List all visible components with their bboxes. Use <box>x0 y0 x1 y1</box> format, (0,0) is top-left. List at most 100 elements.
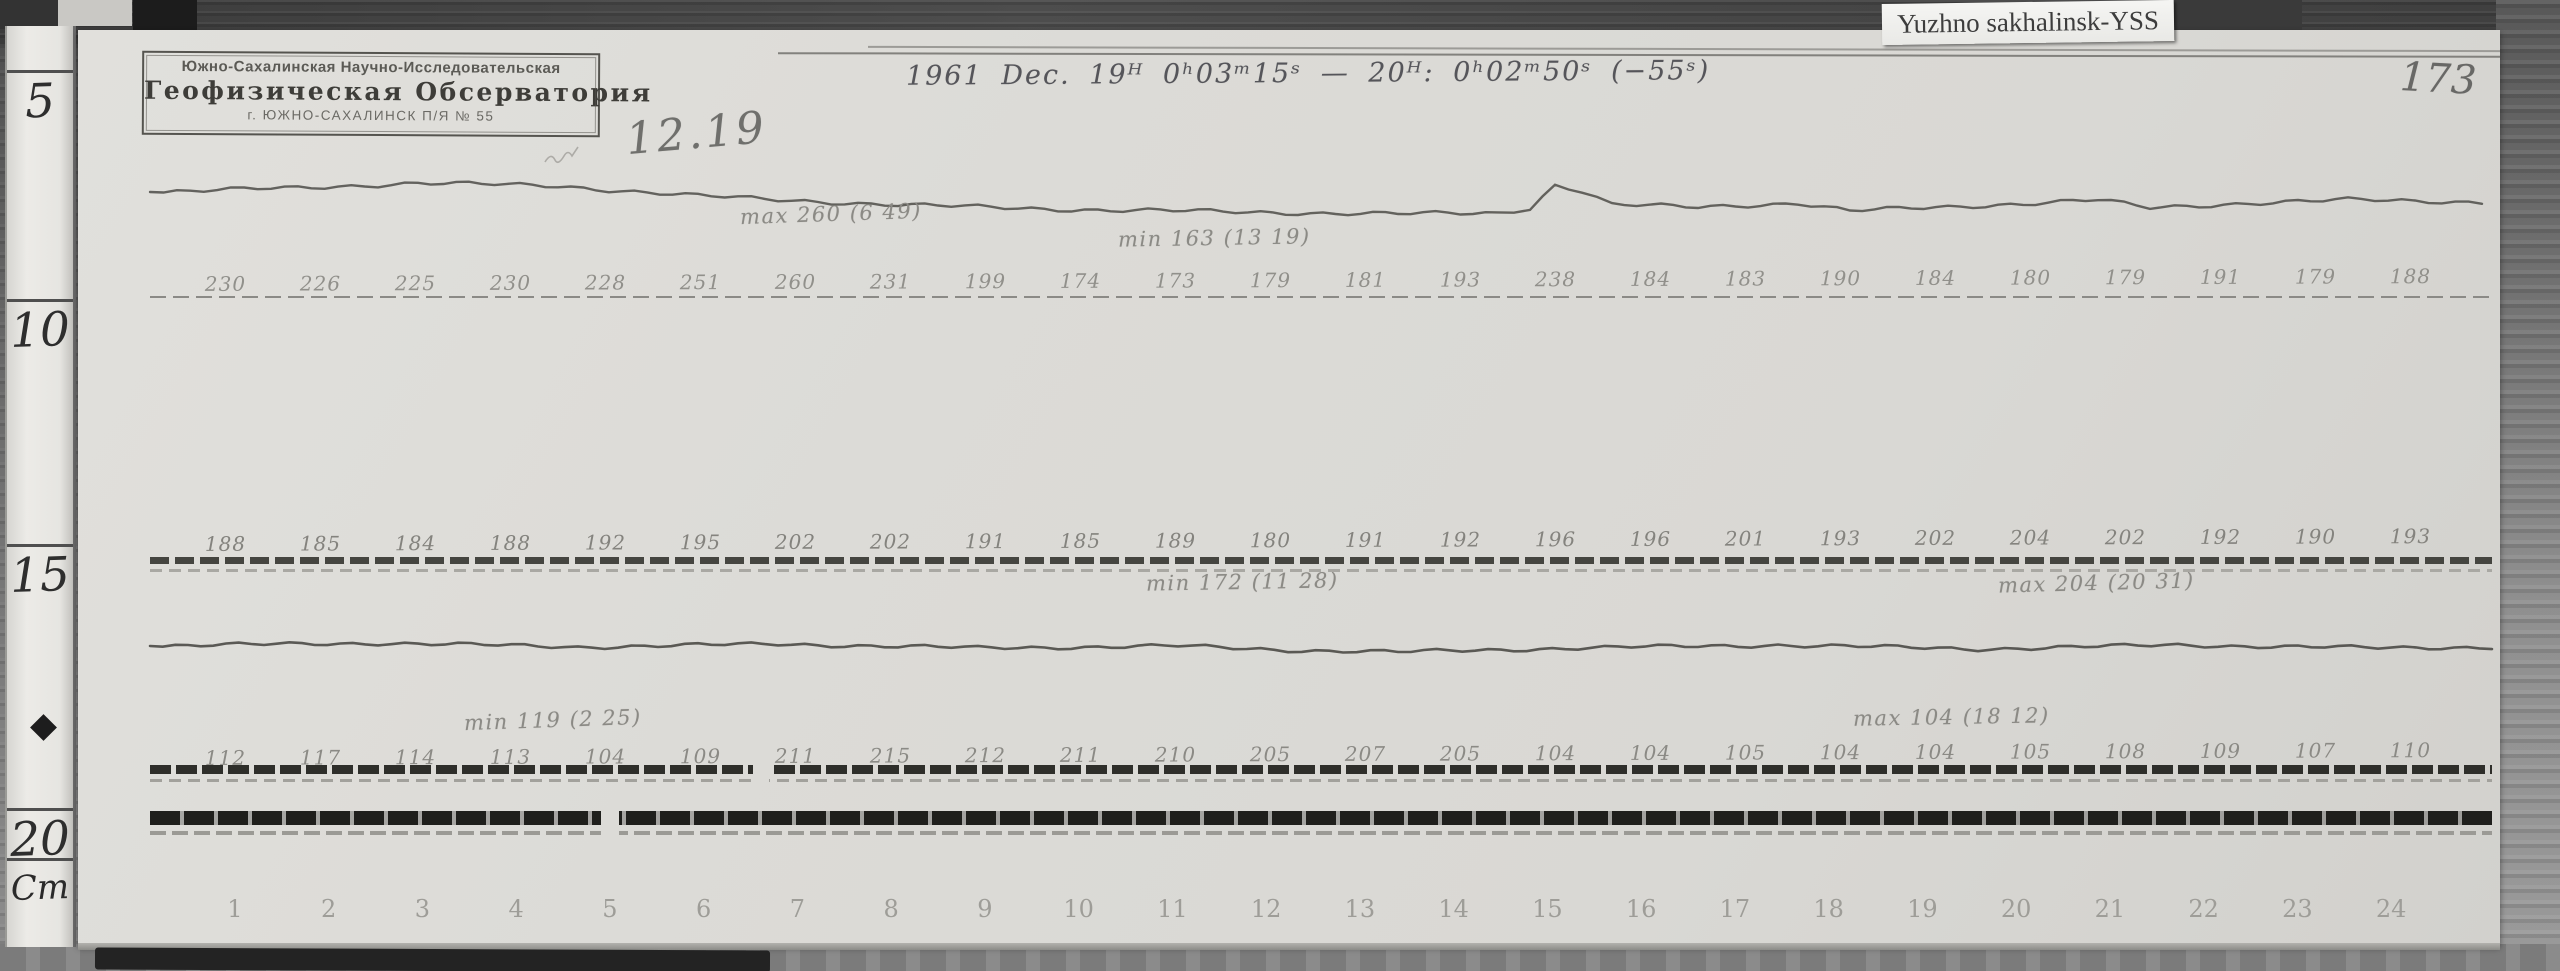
hour-label: 20 <box>2000 895 2032 923</box>
hourly-value: 202 <box>869 529 912 554</box>
handwritten-date-code: 12.19 <box>624 101 769 166</box>
hourly-values-row-1: 230 226 225 230 228 251 260 231 199 174 173 179 181 1… <box>178 264 2458 296</box>
hourly-value: 180 <box>1249 528 1292 553</box>
hourly-value: 230 <box>204 271 247 296</box>
dashed-trace-2 <box>150 557 2492 564</box>
hourly-value: 251 <box>679 270 722 295</box>
hour-label: 6 <box>695 895 712 923</box>
hour-label: 23 <box>2282 895 2313 923</box>
faint-scribble <box>544 146 579 164</box>
hourly-value: 110 <box>2389 738 2432 763</box>
trace-3-splice-gap <box>753 763 769 785</box>
stamp-institute-line: Южно-Сахалинская Научно-Исследовательска… <box>181 58 561 77</box>
stacked-sheet-edge <box>868 45 2500 53</box>
hourly-value: 185 <box>1059 528 1102 553</box>
trace1-min-note: min 163 (13 19) <box>1117 224 1311 252</box>
hourly-value: 184 <box>394 531 437 556</box>
hourly-value: 231 <box>869 269 912 294</box>
hour-label: 12 <box>1250 895 1282 923</box>
hour-axis: 1 2 3 4 5 6 7 8 9 10 11 12 13 14 15 16 17 18 19 20 21 22 23 24 <box>188 895 2438 923</box>
hourly-value: 238 <box>1534 267 1577 292</box>
hourly-value: 202 <box>1914 525 1957 550</box>
hourly-value: 191 <box>1344 527 1387 552</box>
hourly-value: 189 <box>1154 528 1197 553</box>
ruler-mark-5: 5 <box>24 73 56 130</box>
scale-ruler: 5 10 15 20 Cm <box>5 26 76 947</box>
hourly-value: 173 <box>1154 268 1197 293</box>
hourly-value: 188 <box>2389 264 2432 289</box>
hourly-value: 188 <box>204 531 247 556</box>
hourly-value: 104 <box>1819 740 1862 765</box>
hourly-value: 230 <box>489 270 532 295</box>
bold-dashed-trace-4 <box>150 811 2492 825</box>
ruler-tick <box>7 299 73 302</box>
hourly-value: 193 <box>1819 526 1862 551</box>
ruler-tick <box>7 70 73 73</box>
hour-label: 15 <box>1532 895 1563 923</box>
hourly-value: 179 <box>1249 268 1292 293</box>
station-name-label: Yuzhno sakhalinsk-YSS <box>1881 0 2175 46</box>
trace3-min-note: min 119 (2 25) <box>463 704 643 736</box>
trace2-min-note: min 172 (11 28) <box>1145 568 1339 596</box>
hour-label: 1 <box>227 895 243 923</box>
hourly-value: 225 <box>394 271 437 296</box>
dark-clip-block <box>133 0 197 30</box>
hourly-value: 193 <box>1439 267 1482 292</box>
hourly-value: 228 <box>584 270 627 295</box>
wood-table-right-strip <box>2496 0 2560 971</box>
hourly-value: 226 <box>299 271 342 296</box>
hourly-value: 179 <box>2104 265 2147 290</box>
hour-label: 16 <box>1625 895 1657 923</box>
ruler-diamond-mark <box>30 714 57 741</box>
hourly-value: 205 <box>1249 742 1292 767</box>
hour-label: 19 <box>1907 895 1938 923</box>
hourly-value: 105 <box>2009 739 2052 764</box>
hour-label: 21 <box>2094 895 2126 923</box>
handwritten-page-number: 173 <box>2398 54 2478 104</box>
hourly-value: 199 <box>964 269 1007 294</box>
hourly-value: 184 <box>1629 266 1672 291</box>
hourly-value: 107 <box>2294 738 2337 763</box>
hourly-value: 192 <box>584 530 627 555</box>
hour-label: 3 <box>414 895 431 923</box>
hourly-value: 183 <box>1724 266 1767 291</box>
dark-sheet-shadow-bar <box>94 947 771 971</box>
hourly-value: 104 <box>1914 739 1957 764</box>
hourly-value: 193 <box>2389 524 2432 549</box>
hourly-value: 190 <box>2294 524 2337 549</box>
hourly-value: 210 <box>1154 742 1197 767</box>
hour-label: 13 <box>1344 895 1376 923</box>
ruler-mark-15: 15 <box>9 546 71 605</box>
corner-shadow-block <box>0 0 58 29</box>
stamp-observatory-line: Геофизическая Обсерватория <box>143 75 653 108</box>
hour-label: 14 <box>1438 895 1469 923</box>
hourly-value: 179 <box>2294 264 2337 289</box>
hourly-value: 174 <box>1059 268 1102 293</box>
hourly-value: 196 <box>1629 526 1672 551</box>
hour-scale-line-1 <box>150 296 2492 298</box>
trace3-max-note: max 104 (18 12) <box>1852 703 2050 731</box>
hourly-value: 207 <box>1344 741 1387 766</box>
handwritten-time-range: 1961 Dec. 19ᴴ 0ʰ03ᵐ15ˢ — 20ᴴ: 0ʰ02ᵐ50ˢ (… <box>905 55 1711 92</box>
hourly-value: 109 <box>2199 738 2242 763</box>
dashed-trace-3-echo <box>150 779 2492 782</box>
hourly-value: 180 <box>2009 265 2052 290</box>
hourly-value: 202 <box>774 529 817 554</box>
hour-label: 7 <box>789 895 806 923</box>
hourly-value: 192 <box>1439 527 1482 552</box>
hourly-value: 204 <box>2009 525 2052 550</box>
sheet-bottom-edge <box>78 943 2500 950</box>
hour-label: 8 <box>883 895 899 923</box>
hourly-value: 211 <box>1059 742 1102 767</box>
hour-label: 2 <box>320 895 337 923</box>
ruler-tick <box>7 858 73 861</box>
hourly-value: 190 <box>1819 266 1862 291</box>
magnetogram-sheet: Южно-Сахалинская Научно-Исследовательска… <box>78 30 2501 945</box>
trace2-max-note: max 204 (20 31) <box>1997 568 2195 598</box>
sheet-corner-peek <box>58 0 132 26</box>
ruler-mark-10: 10 <box>9 301 71 360</box>
hourly-value: 181 <box>1344 267 1387 292</box>
hourly-value: 196 <box>1534 527 1577 552</box>
trace-4-splice-gap <box>601 809 619 837</box>
